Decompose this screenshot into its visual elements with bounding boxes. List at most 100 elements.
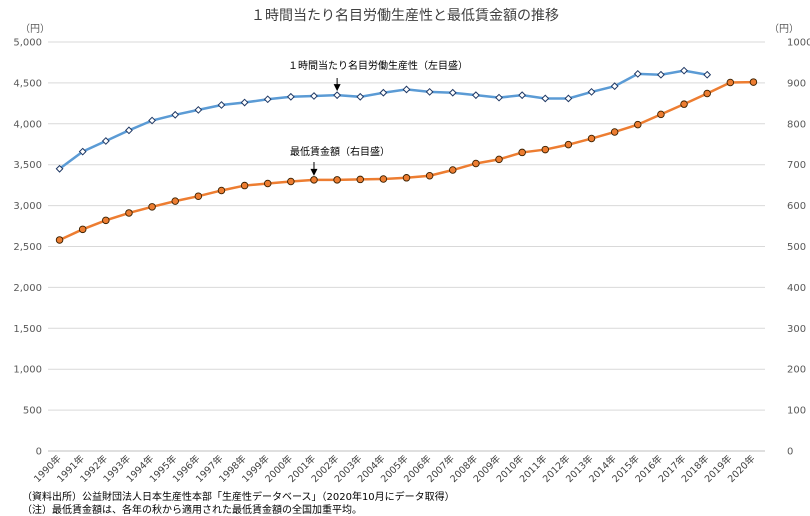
data-point — [102, 216, 110, 225]
data-point — [518, 148, 526, 157]
data-point — [402, 85, 411, 94]
data-point — [680, 66, 688, 75]
data-point — [286, 92, 295, 101]
data-point — [78, 225, 87, 234]
left-y-tick-label: 3,000 — [13, 201, 42, 212]
right-y-tick-label: 700 — [787, 160, 806, 171]
data-point — [379, 175, 388, 183]
data-point — [240, 181, 249, 190]
data-point — [472, 159, 480, 168]
data-point — [148, 203, 156, 211]
data-point — [333, 176, 341, 184]
left-y-tick-label: 0 — [36, 447, 42, 458]
data-point — [217, 186, 226, 195]
data-point — [587, 134, 596, 143]
data-point — [749, 78, 758, 86]
data-point — [587, 87, 596, 96]
right-y-axis: 0 100 200 300 400 500 600 700 800 900 1000 — [787, 38, 810, 458]
data-point — [518, 91, 527, 100]
data-point — [541, 145, 550, 154]
series-line — [59, 80, 754, 242]
right-y-tick-label: 900 — [787, 78, 806, 89]
data-point — [657, 70, 665, 79]
footnote: （注）最低賃金額は、各年の秋から適用された最低賃金額の全国加重平均。 — [22, 505, 362, 516]
right-y-tick-label: 600 — [787, 201, 806, 212]
left-y-tick-label: 500 — [23, 406, 42, 417]
arrowhead — [310, 168, 318, 176]
data-point — [541, 94, 550, 103]
data-point — [680, 100, 688, 108]
left-y-tick-label: 4,500 — [13, 78, 42, 89]
data-point — [194, 192, 203, 200]
data-point — [425, 87, 434, 96]
chart: １時間当たり名目労働生産性と最低賃金額の推移 （円） （円） 0 500 1,000… — [13, 8, 810, 485]
data-point — [634, 120, 642, 129]
gridlines — [48, 41, 765, 452]
left-y-tick-label: 3,500 — [13, 160, 42, 171]
left-y-tick-label: 4,000 — [13, 119, 42, 130]
data-point — [495, 155, 503, 164]
left-y-tick-label: 1,000 — [13, 365, 42, 376]
data-point — [449, 166, 457, 174]
right-y-tick-label: 400 — [787, 283, 806, 294]
data-point — [703, 70, 712, 79]
right-axis-unit: （円） — [769, 23, 799, 35]
left-y-tick-label: 5,000 — [13, 38, 42, 49]
data-point — [610, 82, 619, 91]
data-point — [379, 88, 388, 97]
left-y-tick-label: 2,500 — [13, 242, 42, 253]
data-point — [125, 209, 133, 217]
data-point — [263, 179, 272, 188]
data-point — [448, 88, 457, 97]
right-y-tick-label: 100 — [787, 406, 806, 417]
right-y-tick-label: 200 — [787, 365, 806, 376]
data-point — [78, 147, 87, 156]
data-point — [310, 92, 318, 100]
series-group — [55, 66, 758, 244]
data-point — [125, 126, 133, 135]
data-point — [471, 91, 480, 100]
data-point — [101, 137, 110, 145]
data-point — [356, 175, 364, 184]
right-y-tick-label: 300 — [787, 324, 806, 335]
right-y-tick-label: 500 — [787, 242, 806, 253]
data-point — [55, 164, 64, 173]
left-y-axis: 0 500 1,000 1,500 2,000 2,500 3,000 3,500 4,000 4… — [13, 38, 42, 458]
data-point — [633, 69, 642, 78]
annotation-minimum-wage: 最低賃金額（右目盛） — [290, 145, 390, 158]
data-point — [194, 105, 203, 114]
data-point — [564, 140, 573, 149]
data-point — [240, 98, 249, 107]
data-point — [310, 176, 318, 184]
source-note: （資料出所）公益財団法人日本生産性本部「生産性データベース」（2020年10月に… — [22, 492, 455, 503]
data-point — [402, 174, 411, 182]
right-y-tick-label: 0 — [787, 447, 793, 458]
data-point — [495, 93, 503, 102]
data-point — [217, 101, 226, 109]
arrowhead — [333, 84, 341, 92]
data-point — [55, 236, 64, 244]
right-y-tick-label: 1000 — [787, 38, 810, 49]
x-axis: 1990年1991年1992年1993年1994年1995年1996年1997年… — [31, 452, 758, 485]
data-point — [657, 110, 665, 119]
data-point — [171, 110, 180, 119]
left-axis-unit: （円） — [20, 23, 50, 35]
left-y-tick-label: 1,500 — [13, 324, 42, 335]
series-1 — [55, 78, 758, 244]
data-point — [425, 171, 434, 180]
data-point — [564, 94, 573, 103]
data-point — [356, 92, 365, 101]
annotations: １時間当たり名目労働生産性（左目盛） 最低賃金額（右目盛） — [288, 59, 468, 176]
right-y-tick-label: 800 — [787, 119, 806, 130]
chart-title: １時間当たり名目労働生産性と最低賃金額の推移 — [251, 8, 559, 24]
data-point — [333, 91, 342, 100]
data-point — [148, 116, 156, 125]
series-0 — [55, 66, 712, 173]
annotation-productivity: １時間当たり名目労働生産性（左目盛） — [288, 59, 468, 72]
data-point — [726, 78, 735, 87]
data-point — [287, 177, 295, 186]
data-point — [263, 95, 272, 104]
data-point — [703, 89, 711, 98]
data-point — [610, 128, 619, 136]
data-point — [171, 197, 179, 205]
